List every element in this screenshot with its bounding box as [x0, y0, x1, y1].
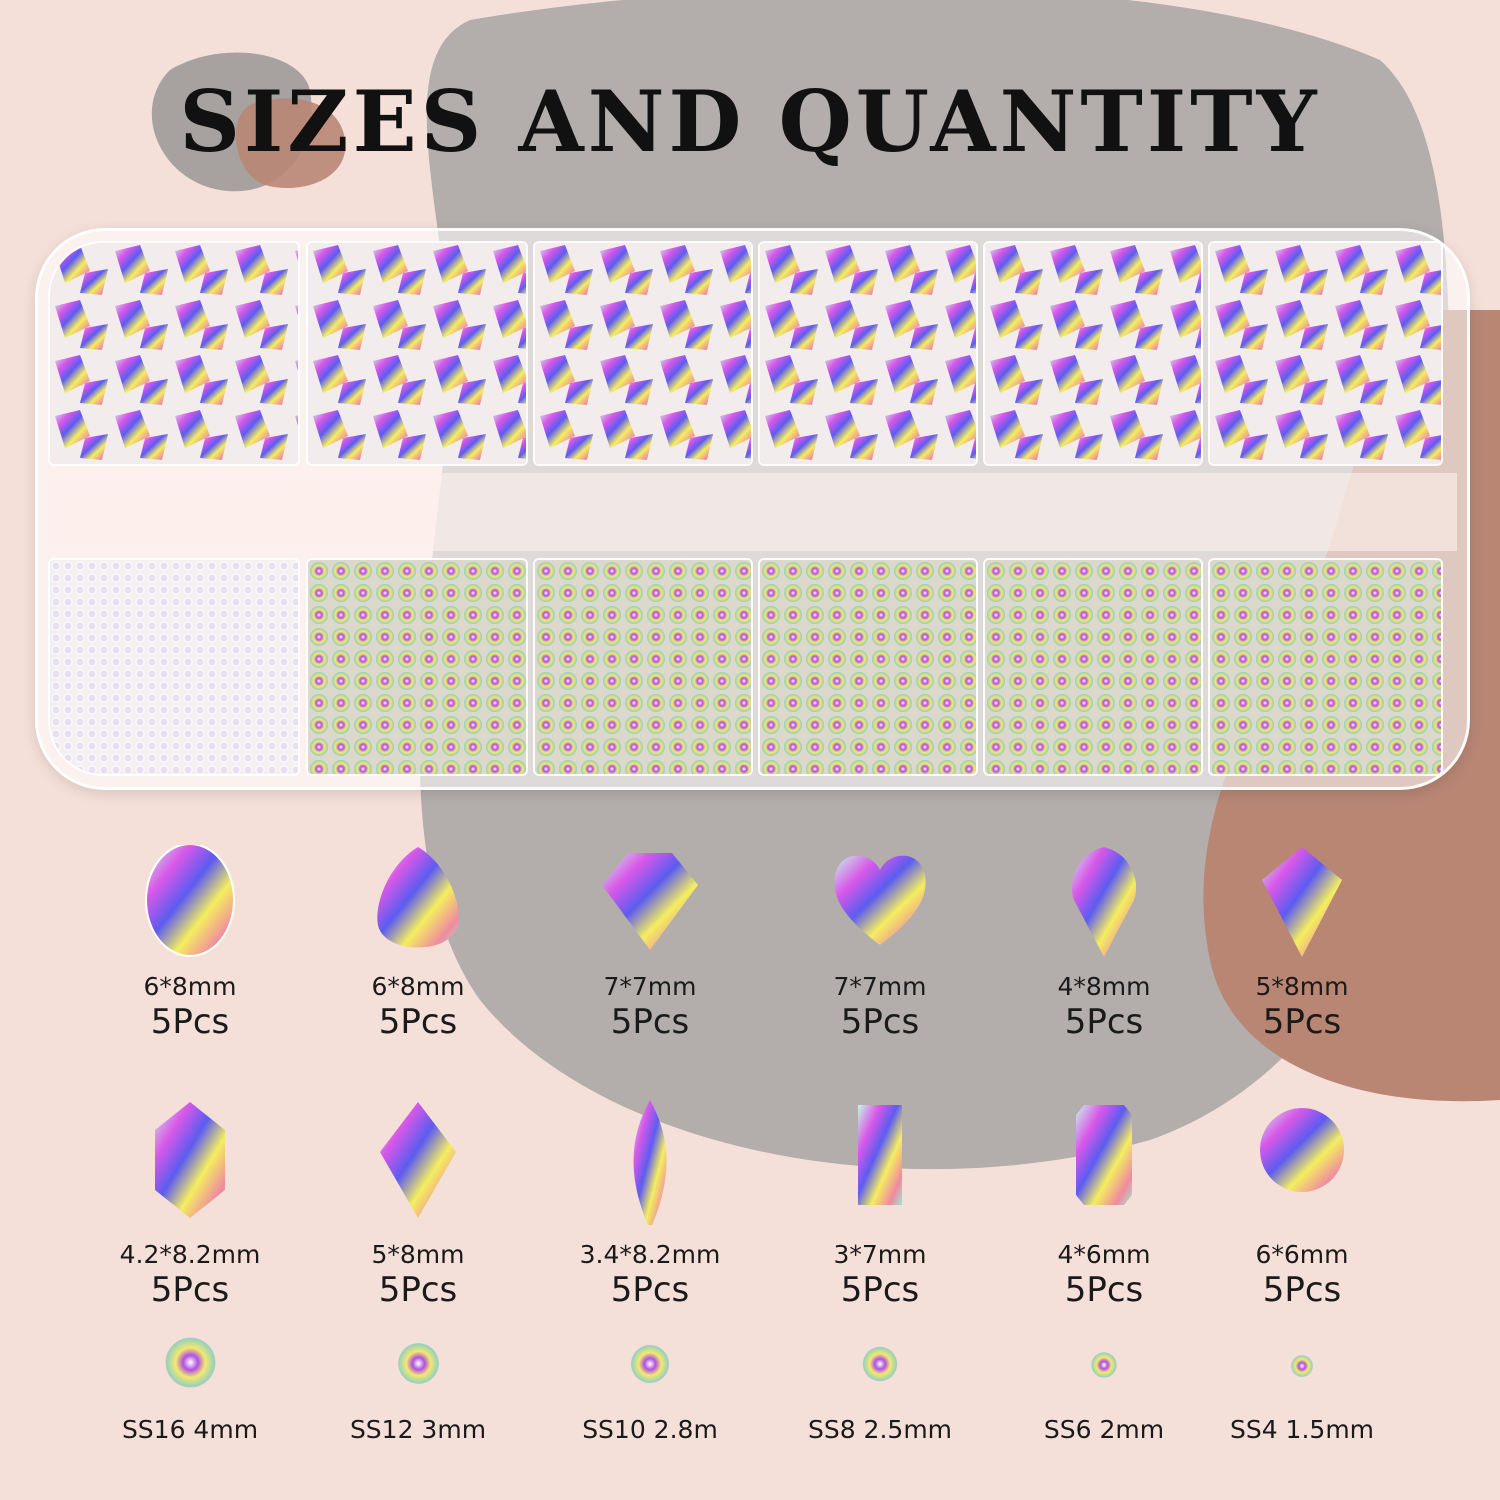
rhinestone-icon	[397, 1343, 439, 1384]
round-gem-icon	[1260, 1108, 1344, 1192]
kite-gem-icon	[1262, 847, 1342, 957]
tray-compartment-shapes	[1208, 241, 1443, 466]
rhinestone-icon	[1291, 1354, 1313, 1377]
tray-compartment-shapes	[758, 241, 978, 466]
rhinestone-icon	[164, 1337, 216, 1388]
tray-compartment-rhinestones	[533, 558, 753, 776]
quantity-label: 5Pcs	[150, 1270, 230, 1310]
quantity-label: 5Pcs	[1262, 1002, 1342, 1042]
size-label: 6*6mm	[1255, 1240, 1349, 1269]
tray-compartment-rhinestones	[983, 558, 1203, 776]
rhinestone-size-label: SS4 1.5mm	[1229, 1415, 1375, 1444]
baguette-gem-icon	[858, 1105, 902, 1205]
tray-compartment-rhinestones	[48, 558, 300, 776]
size-label: 7*7mm	[833, 972, 927, 1001]
kite-diamond-gem-icon	[602, 853, 698, 950]
quantity-label: 5Pcs	[378, 1270, 458, 1310]
quantity-label: 5Pcs	[840, 1002, 920, 1042]
size-label: 7*7mm	[603, 972, 697, 1001]
octagon-gem-icon	[1076, 1105, 1132, 1205]
teardrop-gem-icon	[377, 847, 459, 948]
tray-compartment-rhinestones	[1208, 558, 1443, 776]
small-brown-blob	[235, 98, 346, 188]
oval-gem-icon	[145, 845, 235, 957]
size-label: 4*8mm	[1057, 972, 1151, 1001]
tray-compartment-shapes	[306, 241, 528, 466]
size-label: 6*8mm	[371, 972, 465, 1001]
rhinestone-icon	[862, 1346, 898, 1382]
tray-compartment-shapes	[983, 241, 1203, 466]
page-title: SIZES AND QUANTITY	[179, 72, 1321, 171]
rhinestone-icon	[1091, 1352, 1117, 1378]
quantity-label: 5Pcs	[1064, 1270, 1144, 1310]
quantity-label: 5Pcs	[1262, 1270, 1342, 1310]
quantity-label: 5Pcs	[1064, 1002, 1144, 1042]
rhinestone-icon	[630, 1344, 670, 1383]
rhinestone-size-label: SS16 4mm	[121, 1415, 259, 1444]
tray-compartment-rhinestones	[758, 558, 978, 776]
rhinestone-size-label: SS6 2mm	[1043, 1415, 1165, 1444]
rhinestone-size-label: SS10 2.8m	[582, 1415, 718, 1444]
rhombus-gem-icon	[380, 1102, 456, 1218]
quantity-label: 5Pcs	[610, 1270, 690, 1310]
heart-gem-icon	[834, 855, 926, 945]
tray-compartment-shapes	[533, 241, 753, 466]
tray-divider-band	[48, 473, 1457, 551]
quantity-label: 5Pcs	[610, 1002, 690, 1042]
size-label: 4.2*8.2mm	[119, 1240, 261, 1269]
size-label: 5*8mm	[371, 1240, 465, 1269]
tray-compartment-shapes	[48, 241, 300, 466]
rhinestone-size-label: SS8 2.5mm	[807, 1415, 953, 1444]
hexagon-gem-icon	[155, 1102, 225, 1218]
tray-compartment-rhinestones	[306, 558, 528, 776]
rhinestone-tray	[35, 228, 1470, 790]
size-label: 3*7mm	[833, 1240, 927, 1269]
inverted-drop-gem-icon	[1071, 847, 1137, 957]
size-label: 6*8mm	[143, 972, 237, 1001]
quantity-label: 5Pcs	[840, 1270, 920, 1310]
quantity-label: 5Pcs	[150, 1002, 230, 1042]
rhinestone-size-label: SS12 3mm	[349, 1415, 487, 1444]
quantity-label: 5Pcs	[378, 1002, 458, 1042]
size-label: 5*8mm	[1255, 972, 1349, 1001]
marquise-gem-icon	[633, 1100, 667, 1225]
size-label: 3.4*8.2mm	[579, 1240, 721, 1269]
size-label: 4*6mm	[1057, 1240, 1151, 1269]
